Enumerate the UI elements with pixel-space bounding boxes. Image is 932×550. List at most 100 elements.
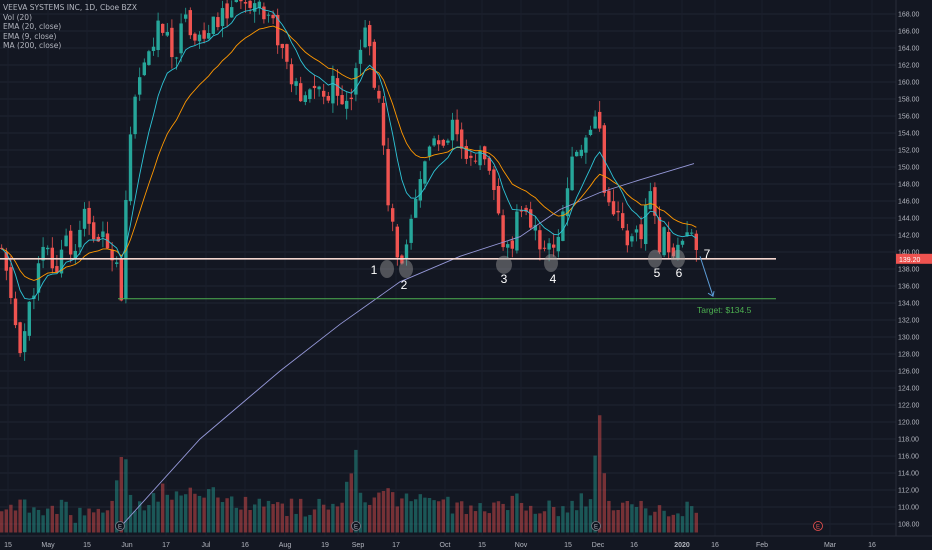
volume-bar xyxy=(441,499,445,533)
price-axis[interactable]: 108.00 110.00 112.00 114.00 116.00 118.00 120.… xyxy=(895,0,920,536)
candle-body xyxy=(165,31,169,36)
price-tick: 116.00 xyxy=(898,454,919,461)
volume-bar xyxy=(96,508,100,533)
touch-circle xyxy=(496,255,512,274)
volume-bar xyxy=(248,509,252,533)
candle-body xyxy=(621,213,625,229)
price-tick: 124.00 xyxy=(898,386,920,393)
volume-bar xyxy=(0,511,4,533)
ema9-line xyxy=(1,7,697,300)
earnings-marker xyxy=(813,521,823,531)
volume-bar xyxy=(211,487,215,533)
candle-body xyxy=(262,6,266,20)
candle-body xyxy=(101,231,105,238)
candle-body xyxy=(335,78,340,96)
price-tick: 138.00 xyxy=(898,267,920,274)
price-tick: 144.00 xyxy=(898,216,920,223)
volume-bar xyxy=(147,505,151,533)
touch-label-7: 7 xyxy=(704,247,711,261)
volume-bar xyxy=(671,514,675,533)
candle-body xyxy=(138,77,142,95)
candle-body xyxy=(9,267,13,298)
volume-bar xyxy=(87,508,91,533)
time-tick: 15 xyxy=(564,542,572,549)
price-tick: 142.00 xyxy=(898,233,920,240)
candle-body xyxy=(575,151,579,157)
volume-bar xyxy=(285,516,289,533)
target-arrow xyxy=(699,256,715,297)
price-tick: 136.00 xyxy=(898,284,920,291)
candle-body xyxy=(303,95,307,102)
price-tick: 150.00 xyxy=(898,165,920,172)
candle-body xyxy=(515,211,519,251)
volume-bar xyxy=(101,512,105,533)
time-tick: Feb xyxy=(756,542,768,549)
candle-body xyxy=(630,236,634,242)
price-tick: 154.00 xyxy=(898,131,920,138)
candle-body xyxy=(289,64,294,85)
candle-body xyxy=(354,68,358,95)
price-tick: 160.00 xyxy=(898,80,920,87)
time-tick: Mar xyxy=(824,542,837,549)
volume-bar xyxy=(50,505,54,533)
candle-body xyxy=(680,240,685,245)
candle-body xyxy=(253,3,257,12)
candle-body xyxy=(464,146,468,159)
candle-body xyxy=(570,156,574,191)
candle-body xyxy=(266,14,271,16)
volume-bar xyxy=(36,509,41,533)
candle-body xyxy=(662,227,666,256)
candle-body xyxy=(657,217,662,253)
candle-body xyxy=(676,244,680,259)
candle-body xyxy=(487,157,491,171)
volume-bar xyxy=(506,510,510,533)
candle-body xyxy=(644,205,648,245)
volume-bar xyxy=(630,504,634,533)
volume-bar xyxy=(299,498,303,533)
candle-body xyxy=(372,41,376,88)
candle-body xyxy=(299,83,303,102)
candle-body xyxy=(611,201,616,215)
volume-bar xyxy=(423,497,427,533)
volume-bar xyxy=(460,501,464,533)
time-axis[interactable]: 15 May 15 Jun 17 Jul 16 Aug 19 Sep 17 Oct 15 Nov 15 Dec… xyxy=(0,535,932,549)
price-tick: 126.00 xyxy=(898,369,920,376)
candle-body xyxy=(441,139,445,146)
touch-label-5: 5 xyxy=(654,266,661,280)
time-tick: Nov xyxy=(515,542,528,549)
volume-bar xyxy=(575,510,579,533)
time-tick: Sep xyxy=(352,542,365,549)
legend-ma200: MA (200, close) xyxy=(3,41,62,50)
touch-label-6: 6 xyxy=(676,266,683,280)
volume-bar xyxy=(395,506,399,533)
candle-body xyxy=(36,263,41,293)
candle-body xyxy=(345,100,349,109)
candle-body xyxy=(312,85,317,89)
candle-body xyxy=(455,119,459,135)
volume-bar xyxy=(515,493,519,533)
candle-body xyxy=(55,266,59,273)
volume-bar xyxy=(552,507,556,533)
touch-circle xyxy=(671,249,685,268)
volume-bar xyxy=(565,512,570,533)
volume-bar xyxy=(322,504,326,533)
candle-body xyxy=(151,46,156,51)
volume-bar xyxy=(657,505,662,533)
candle-body xyxy=(248,0,252,8)
candle-body xyxy=(404,244,409,260)
volume-bar xyxy=(55,513,59,533)
candle-body xyxy=(473,160,478,162)
last-price-box xyxy=(896,253,932,264)
volume-bar xyxy=(450,513,455,533)
time-tick: May xyxy=(41,542,55,549)
earnings-marker xyxy=(351,521,361,531)
volume-bar xyxy=(18,499,22,533)
candle-body xyxy=(588,129,593,136)
candle-body xyxy=(469,155,473,158)
candle-body xyxy=(115,262,119,264)
candle-body xyxy=(243,2,248,4)
candle-body xyxy=(584,137,588,153)
volume-bar xyxy=(138,501,142,533)
